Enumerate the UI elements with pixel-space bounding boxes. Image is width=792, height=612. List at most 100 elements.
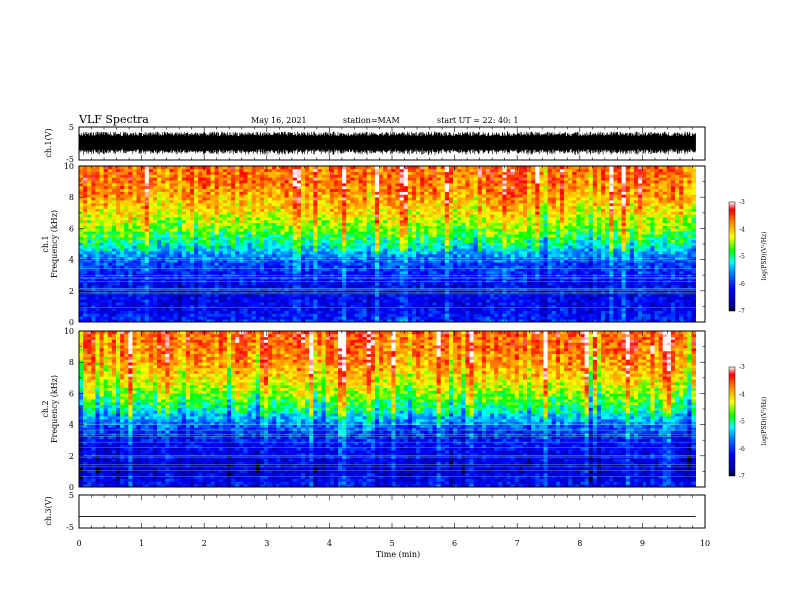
spectrogram-cell: [144, 310, 150, 314]
spectrogram-cell: [157, 171, 162, 175]
spectrogram-cell: [165, 245, 170, 249]
spectrogram-cell: [235, 253, 240, 258]
spectrogram-cell: [354, 166, 359, 170]
spectrogram-cell: [231, 302, 236, 306]
spectrogram-cell: [157, 234, 162, 238]
spectrogram-cell: [395, 177, 400, 181]
spectrogram-cell: [387, 239, 392, 243]
spectrogram-cell: [194, 174, 199, 178]
spectrogram-cell: [411, 316, 417, 320]
spectrogram-cell: [358, 270, 363, 275]
spectrogram-cell: [218, 259, 224, 263]
spectrogram-cell: [124, 205, 129, 209]
spectrogram-cell: [288, 185, 294, 190]
spectrogram-cell: [226, 183, 232, 187]
spectrogram-cell: [362, 262, 368, 266]
spectrogram-cell: [395, 188, 400, 192]
spectrogram-cell: [333, 296, 339, 300]
spectrogram-cell: [157, 282, 162, 286]
spectrogram-cell: [165, 259, 170, 263]
spectrogram-cell: [288, 287, 294, 292]
spectrogram-cell: [181, 316, 187, 320]
spectrogram-cell: [231, 282, 236, 286]
spectrogram-cell: [140, 251, 146, 255]
spectrogram-cell: [152, 174, 158, 178]
spectrogram-cell: [148, 313, 154, 317]
spectrogram-cell: [103, 299, 109, 303]
spectrogram-cell: [362, 313, 368, 317]
spectrogram-cell: [206, 239, 211, 243]
spectrogram-cell: [136, 319, 142, 323]
spectrogram-cell: [411, 168, 417, 173]
spectrogram-cell: [198, 293, 203, 297]
spectrogram-cell: [337, 234, 343, 238]
spectrogram-cell: [358, 191, 363, 195]
spectrogram-cell: [268, 219, 273, 224]
spectrogram-cell: [124, 307, 129, 312]
spectrogram-cell: [325, 262, 331, 266]
spectrogram-cell: [424, 270, 429, 275]
spectrogram-cell: [309, 262, 314, 266]
spectrogram-cell: [255, 214, 261, 218]
spectrogram-cell: [436, 242, 442, 246]
spectrogram-cell: [111, 205, 117, 209]
spectrogram-cell: [239, 231, 244, 235]
spectrogram-cell: [309, 279, 314, 283]
spectrogram-cell: [399, 287, 405, 292]
spectrogram-cell: [243, 265, 248, 269]
spectrogram-cell: [91, 270, 96, 275]
spectrogram-cell: [329, 171, 335, 175]
spectrogram-cell: [79, 171, 84, 175]
spectrogram-cell: [321, 228, 326, 232]
spectrogram-cell: [87, 248, 92, 252]
spectrogram-cell: [206, 302, 211, 306]
spectrogram-cell: [288, 279, 294, 283]
spectrogram-cell: [280, 171, 285, 175]
spectrogram-cell: [321, 270, 326, 275]
spectrogram-cell: [317, 236, 322, 241]
spectrogram-cell: [210, 171, 215, 175]
spectrogram-cell: [288, 251, 294, 255]
spectrogram-cell: [83, 302, 88, 306]
spectrogram-cell: [280, 174, 285, 178]
spectrogram-cell: [255, 296, 261, 300]
spectrogram-cell: [222, 188, 228, 192]
spectrogram-cell: [148, 208, 154, 212]
spectrogram-cell: [280, 200, 285, 204]
spectrogram-cell: [173, 282, 179, 286]
spectrogram-cell: [136, 194, 142, 198]
spectrogram-cell: [296, 174, 302, 178]
spectrogram-cell: [144, 302, 150, 306]
spectrogram-cell: [132, 211, 137, 215]
spectrogram-cell: [140, 245, 146, 249]
spectrogram-cell: [144, 253, 150, 258]
spectrogram-cell: [362, 293, 368, 297]
spectrogram-cell: [206, 191, 211, 195]
spectrogram-cell: [218, 307, 224, 312]
spectrogram-cell: [313, 217, 318, 221]
spectrogram-cell: [140, 174, 146, 178]
spectrogram-cell: [83, 279, 88, 283]
spectrogram-cell: [325, 202, 331, 207]
spectrogram-cell: [222, 174, 228, 178]
spectrogram-cell: [157, 310, 162, 314]
spectrogram-cell: [358, 259, 363, 263]
spectrogram-cell: [206, 307, 211, 312]
spectrogram-cell: [428, 302, 433, 306]
spectrogram-cell: [350, 296, 355, 300]
spectrogram-cell: [251, 265, 257, 269]
spectrogram-cell: [202, 177, 207, 181]
spectrogram-cell: [432, 188, 437, 192]
spectrogram-cell: [259, 197, 265, 201]
spectrogram-cell: [366, 265, 372, 269]
spectrogram-cell: [177, 251, 183, 255]
spectrogram-cell: [407, 251, 413, 255]
spectrogram-cell: [403, 251, 409, 255]
spectrogram-cell: [354, 225, 359, 229]
spectrogram-cell: [226, 302, 232, 306]
spectrogram-cell: [399, 219, 405, 224]
spectrogram-cell: [91, 282, 96, 286]
spectrogram-cell: [280, 299, 285, 303]
spectrogram-cell: [391, 279, 396, 283]
spectrogram-cell: [218, 304, 224, 309]
